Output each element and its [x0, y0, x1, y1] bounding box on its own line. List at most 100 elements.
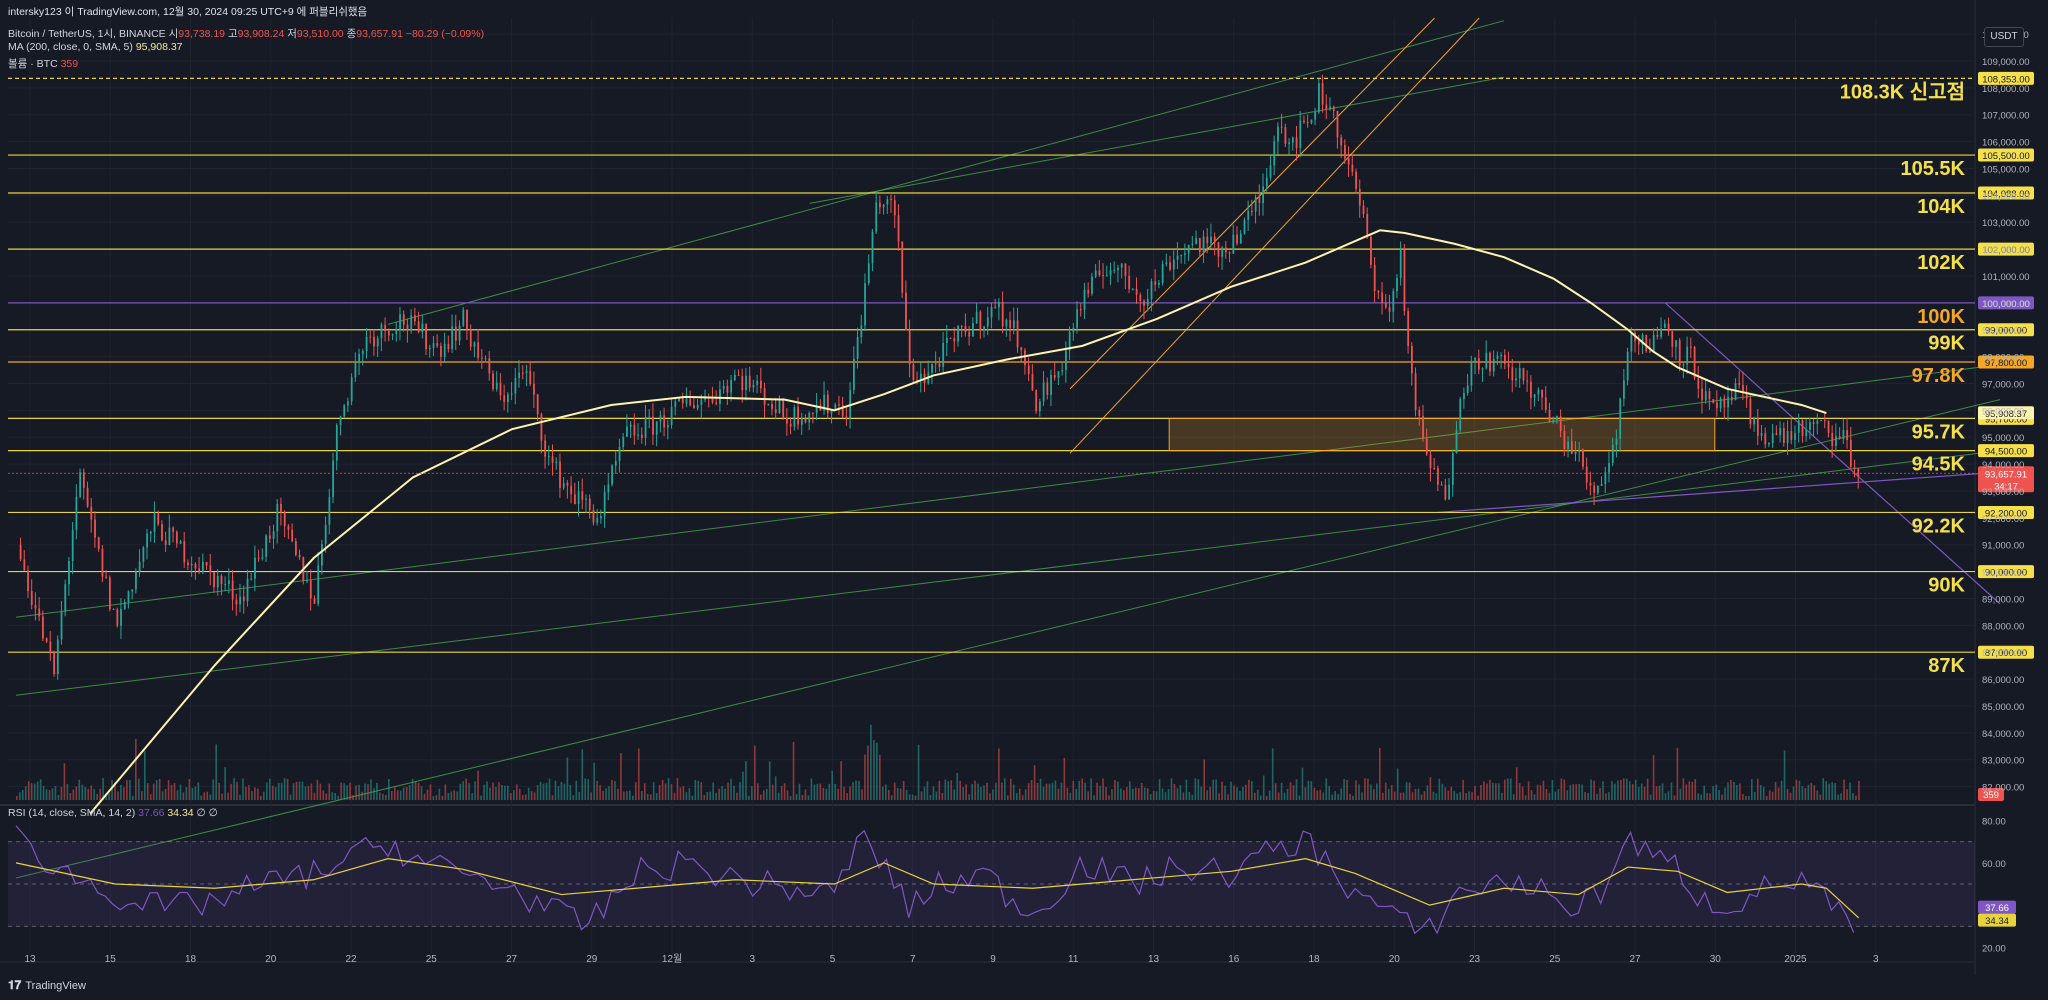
volume-bar	[685, 792, 688, 800]
volume-bar	[1462, 779, 1464, 800]
volume-bar	[21, 790, 24, 800]
volume-bar	[1185, 779, 1188, 800]
candle-body	[161, 524, 163, 541]
candle-body	[1570, 441, 1573, 454]
time-tick-label: 15	[105, 954, 117, 965]
candle-body	[261, 556, 264, 559]
currency-selector[interactable]: USDT	[1984, 27, 2024, 47]
candle-body	[1355, 171, 1357, 189]
volume-bar	[45, 789, 48, 800]
level-price-text: 90,000.00	[1985, 568, 2027, 579]
volume-bar	[140, 791, 143, 800]
volume-bar	[382, 793, 384, 800]
candle-body	[693, 405, 695, 409]
volume-bar	[1756, 778, 1759, 800]
volume-bar	[182, 792, 185, 800]
volume-bar	[346, 785, 348, 800]
volume-bar	[846, 793, 848, 800]
volume-bar	[301, 781, 304, 800]
volume-legend[interactable]: 볼륨 · BTC 359	[8, 56, 78, 71]
candle-body	[867, 263, 870, 284]
candle-body	[1663, 323, 1666, 329]
candle-body	[786, 417, 788, 424]
volume-bar	[950, 780, 953, 800]
candle-body	[1258, 197, 1261, 203]
candle-body	[116, 609, 119, 626]
volume-bar	[1420, 794, 1423, 800]
volume-bar	[629, 790, 631, 800]
volume-bar	[1444, 787, 1447, 800]
volume-bar	[861, 789, 863, 800]
price-tick-label: 83,000.00	[1982, 756, 2024, 767]
rsi-legend[interactable]: RSI (14, close, SMA, 14, 2) 37.66 34.34 …	[8, 807, 218, 819]
level-price-badge	[1978, 505, 2034, 519]
volume-bar	[1256, 789, 1259, 800]
volume-bar	[998, 748, 1000, 800]
volume-bar	[1498, 783, 1500, 800]
volume-bar	[257, 788, 259, 800]
candle-body	[1295, 137, 1298, 148]
ma-legend[interactable]: MA (200, close, 0, SMA, 5) 95,908.37	[8, 41, 183, 53]
rsi-label: RSI (14, close, SMA, 14, 2)	[8, 807, 136, 819]
candle-body	[1437, 468, 1439, 485]
candle-body	[1823, 420, 1826, 422]
volume-bar	[152, 783, 155, 800]
volume-bar	[646, 793, 649, 800]
candle-body	[1012, 320, 1015, 329]
candle-body	[1143, 300, 1145, 306]
volume-bar	[992, 789, 994, 800]
volume-bar	[786, 790, 789, 800]
candle-body	[324, 524, 327, 545]
candle-body	[1210, 236, 1212, 244]
volume-bar	[1554, 791, 1557, 800]
volume-bar	[399, 790, 402, 800]
footer-brand[interactable]: 𝟏𝟕 TradingView	[8, 978, 86, 993]
time-tick-label: 18	[1308, 954, 1320, 965]
volume-bar	[1140, 783, 1143, 800]
candle-body	[1597, 485, 1599, 493]
symbol-name[interactable]: Bitcoin / TetherUS, 1시, BINANCE	[8, 28, 166, 40]
volume-bar	[1753, 792, 1756, 800]
volume-bar	[1533, 794, 1536, 800]
volume-bar	[185, 787, 188, 800]
candle-body	[1667, 323, 1670, 332]
candle-body	[1797, 420, 1800, 433]
candle-body	[1336, 110, 1339, 138]
volume-bar	[1593, 780, 1595, 800]
candle-body	[1496, 355, 1499, 359]
candle-body	[681, 397, 684, 404]
candle-body	[778, 400, 781, 413]
volume-bar	[1373, 789, 1375, 800]
time-tick-label: 12월	[662, 953, 682, 965]
volume-bar	[233, 778, 235, 800]
volume-bar	[179, 784, 182, 800]
candle-body	[1849, 439, 1852, 468]
volume-bar	[1471, 792, 1473, 800]
volume-bar	[197, 782, 200, 800]
volume-bar	[566, 757, 569, 800]
candle-body	[998, 302, 1000, 308]
volume-bar	[1259, 795, 1262, 800]
volume-bar	[248, 785, 250, 800]
volume-bar	[1447, 790, 1450, 800]
candle-body	[1637, 341, 1640, 345]
volume-bar	[1816, 790, 1819, 800]
candle-body	[1433, 468, 1436, 470]
candle-body	[1567, 441, 1570, 450]
candle-body	[1678, 340, 1681, 366]
candle-body	[168, 527, 171, 545]
rsi-tick-label: 80.00	[1982, 817, 2006, 828]
volume-bar	[393, 787, 396, 800]
volume-bar	[694, 779, 697, 800]
volume-bar	[1658, 785, 1661, 800]
candle-body	[919, 373, 922, 381]
price-tick-label: 104,000.00	[1982, 191, 2030, 202]
volume-bar	[632, 795, 634, 800]
candle-body	[1712, 399, 1715, 403]
candle-body	[473, 342, 476, 347]
candle-body	[1582, 449, 1584, 467]
candle-body	[931, 363, 933, 373]
volume-bar	[66, 784, 69, 800]
volume-bar	[676, 778, 679, 800]
